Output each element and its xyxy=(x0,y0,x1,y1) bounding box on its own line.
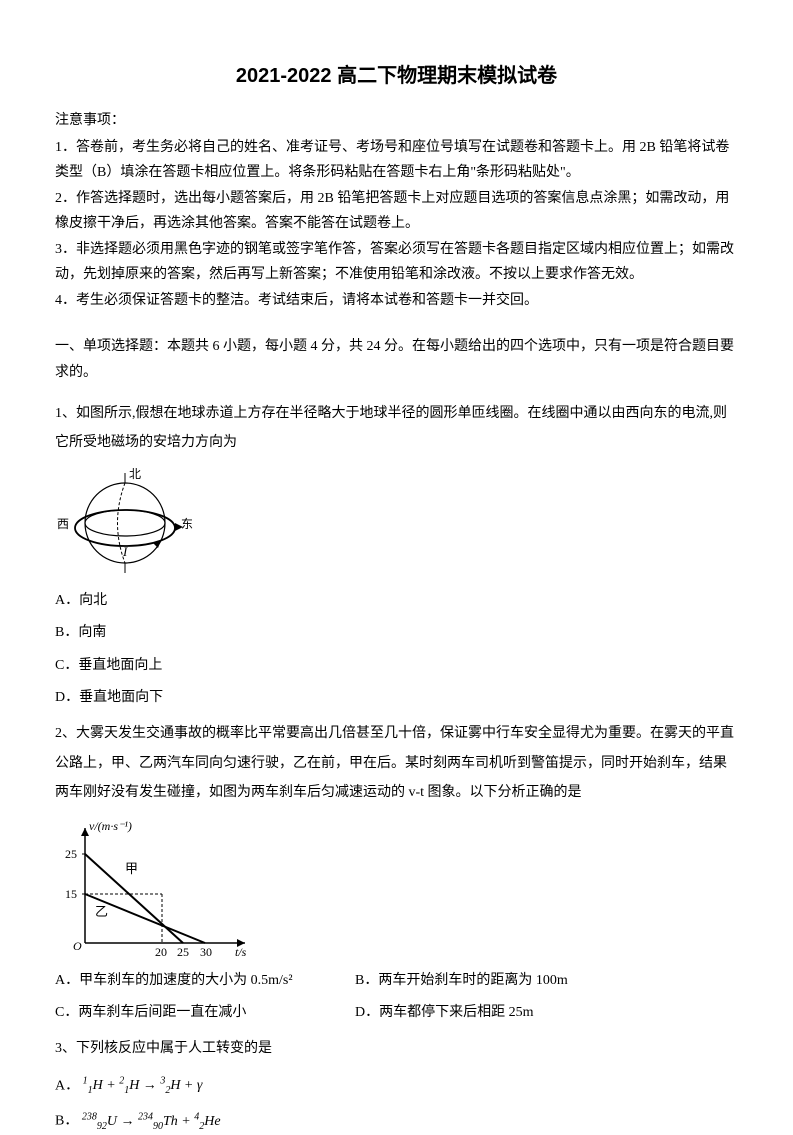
q1-figure: 北 西 东 I xyxy=(55,468,738,578)
q1-option-c: C．垂直地面向上 xyxy=(55,655,738,677)
q2-options-row-1: A．甲车刹车的加速度的大小为 0.5m/s² B．两车开始刹车时的距离为 100… xyxy=(55,970,738,992)
instruction-item: 3．非选择题必须用黑色字迹的钢笔或签字笔作答，答案必须写在答题卡各题目指定区域内… xyxy=(55,238,738,287)
q3-a-prefix: A． xyxy=(55,1078,79,1093)
q2-stem: 2、大雾天发生交通事故的概率比平常要高出几倍甚至几十倍，保证雾中行车安全显得尤为… xyxy=(55,719,738,807)
north-label: 北 xyxy=(129,468,141,481)
y-axis-label: v/(m·s⁻¹) xyxy=(89,819,132,833)
q2-options-row-2: C．两车刹车后间距一直在减小 D．两车都停下来后相距 25m xyxy=(55,1002,738,1024)
instructions-label: 注意事项： xyxy=(55,110,738,132)
q2-option-b: B．两车开始刹车时的距离为 100m xyxy=(355,970,738,992)
instruction-item: 4．考生必须保证答题卡的整洁。考试结束后，请将本试卷和答题卡一并交回。 xyxy=(55,289,738,314)
q1-option-d: D．垂直地面向下 xyxy=(55,687,738,709)
q2-figure: v/(m·s⁻¹) t/s O 15 25 20 25 30 甲 乙 xyxy=(55,818,738,958)
q1-option-b: B．向南 xyxy=(55,622,738,644)
q2-option-d: D．两车都停下来后相距 25m xyxy=(355,1002,738,1024)
q3-stem: 3、下列核反应中属于人工转变的是 xyxy=(55,1034,738,1063)
vt-graph: v/(m·s⁻¹) t/s O 15 25 20 25 30 甲 乙 xyxy=(55,818,255,958)
q1-option-a: A．向北 xyxy=(55,590,738,612)
east-label: 东 xyxy=(181,517,193,531)
q1-stem: 1、如图所示,假想在地球赤道上方存在半径略大于地球半径的圆形单匝线圈。在线圈中通… xyxy=(55,399,738,458)
jia-label: 甲 xyxy=(125,861,138,876)
instruction-item: 2．作答选择题时，选出每小题答案后，用 2B 铅笔把答题卡上对应题目选项的答案信… xyxy=(55,187,738,236)
west-label: 西 xyxy=(57,517,69,531)
q3-option-a: A． 11H + 21H → 32H + γ xyxy=(55,1074,738,1099)
svg-text:25: 25 xyxy=(65,847,77,861)
x-axis-label: t/s xyxy=(235,945,247,958)
q3-b-prefix: B． xyxy=(55,1114,78,1129)
q2-option-c: C．两车刹车后间距一直在减小 xyxy=(55,1002,355,1024)
svg-text:25: 25 xyxy=(177,945,189,958)
svg-text:20: 20 xyxy=(155,945,167,958)
instruction-item: 1．答卷前，考生务必将自己的姓名、准考证号、考场号和座位号填写在试题卷和答题卡上… xyxy=(55,136,738,185)
svg-text:30: 30 xyxy=(200,945,212,958)
earth-coil-diagram: 北 西 东 I xyxy=(55,468,205,578)
q3-a-formula: 11H + 21H → 32H + γ xyxy=(83,1078,203,1093)
q2-option-a: A．甲车刹车的加速度的大小为 0.5m/s² xyxy=(55,970,355,992)
yi-label: 乙 xyxy=(95,904,108,919)
origin-label: O xyxy=(73,939,82,953)
svg-text:15: 15 xyxy=(65,887,77,901)
section-heading: 一、单项选择题：本题共 6 小题，每小题 4 分，共 24 分。在每小题给出的四… xyxy=(55,334,738,387)
exam-title: 2021-2022 高二下物理期末模拟试卷 xyxy=(55,60,738,92)
q3-b-formula: 23892U → 23490Th + 42He xyxy=(82,1114,221,1129)
current-label: I xyxy=(122,544,128,559)
